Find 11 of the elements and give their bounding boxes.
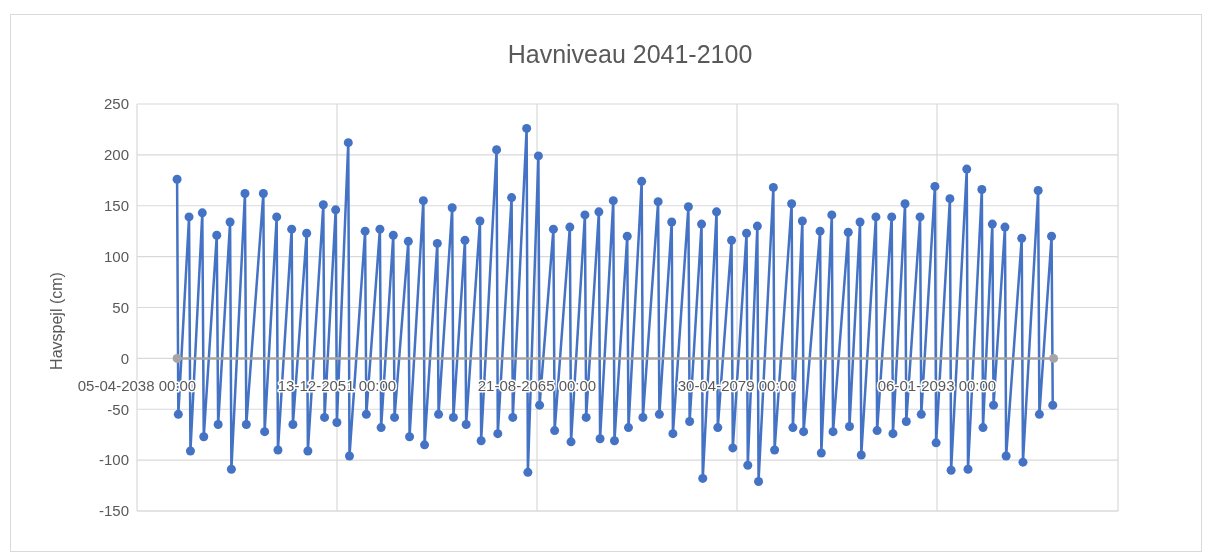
y-axis-title: Havspejl (cm) <box>48 270 66 372</box>
y-tick-label: -50 <box>107 400 129 418</box>
chart-title: Havniveau 2041-2100 <box>506 40 754 69</box>
y-tick-label: 100 <box>103 247 129 265</box>
y-tick-label: 200 <box>103 146 129 164</box>
y-tick-label: 0 <box>120 349 129 367</box>
y-tick-label: 250 <box>103 95 129 113</box>
y-tick-label: 150 <box>103 197 129 215</box>
y-tick-label: 50 <box>112 298 129 316</box>
y-tick-label: -100 <box>98 451 129 469</box>
y-tick-label: -150 <box>98 502 129 520</box>
